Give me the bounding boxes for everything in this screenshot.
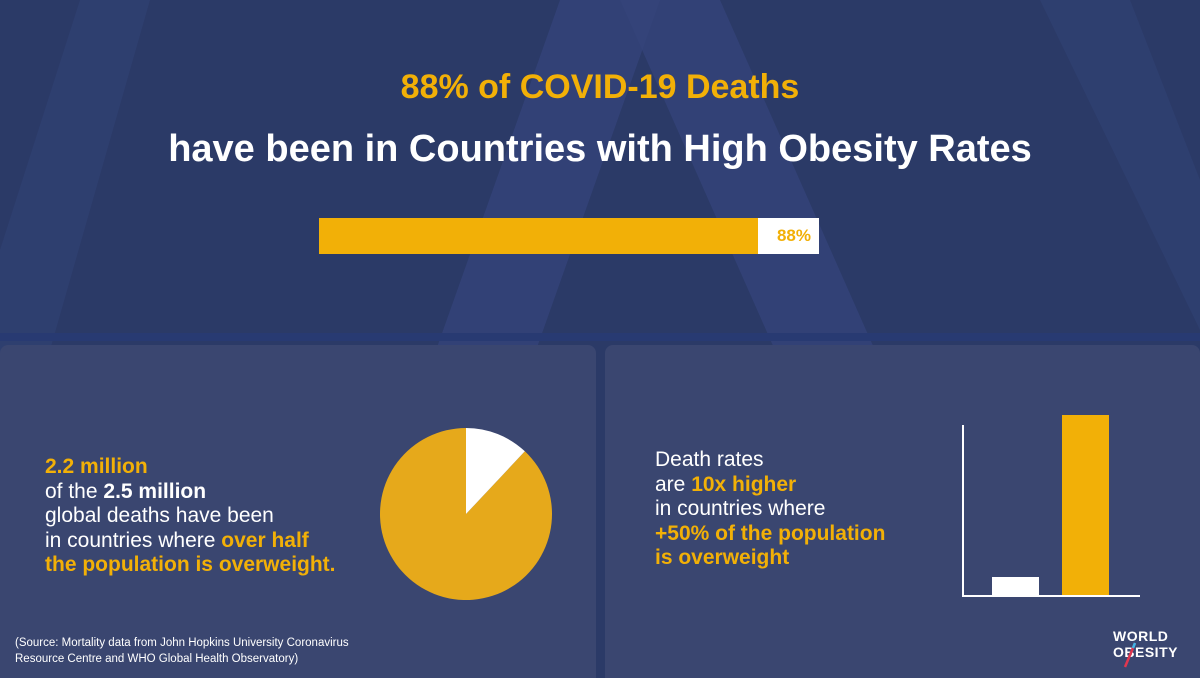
stat-line-2-text: of the <box>45 479 104 503</box>
stat-line-4-highlight: over half <box>221 528 309 552</box>
progress-label: 88% <box>776 226 811 245</box>
rate-line-2-text: are <box>655 472 692 496</box>
left-panel: 2.2 million of the 2.5 million global de… <box>0 345 596 678</box>
progress-bar-fill <box>319 218 758 254</box>
rate-line-1: Death rates <box>655 448 764 471</box>
right-panel: Death rates are 10x higher in countries … <box>605 345 1200 678</box>
pie-chart <box>380 428 552 600</box>
bar-chart <box>962 415 1140 597</box>
logo-slash-icon <box>1123 642 1137 668</box>
progress-bar: 88% <box>319 218 819 254</box>
bar-2 <box>1062 415 1109 595</box>
source-line-1: (Source: Mortality data from John Hopkin… <box>15 637 349 649</box>
stat-total: 2.5 million <box>103 479 207 503</box>
stat-line-4: in countries where over half <box>45 529 336 554</box>
stat-line-4-text: in countries where <box>45 528 222 552</box>
source-note: (Source: Mortality data from John Hopkin… <box>15 635 349 667</box>
stat-line-5: the population is overweight. <box>45 553 336 576</box>
logo-line-1: WORLD <box>1113 628 1169 644</box>
left-panel-text: 2.2 million of the 2.5 million global de… <box>45 455 336 578</box>
page-title: have been in Countries with High Obesity… <box>168 128 1032 170</box>
rate-line-3: in countries where <box>655 497 826 520</box>
rate-line-2: are 10x higher <box>655 473 885 498</box>
rate-line-5: is overweight <box>655 546 790 569</box>
stat-headline: 2.2 million <box>45 455 148 478</box>
bar-1 <box>992 577 1039 595</box>
right-panel-text: Death rates are 10x higher in countries … <box>655 448 885 571</box>
title-highlight: 88% of COVID-19 Deaths <box>400 68 800 106</box>
section-divider <box>0 333 1200 341</box>
stat-line-3: global deaths have been <box>45 504 274 527</box>
rate-line-4: +50% of the population <box>655 521 886 545</box>
world-obesity-logo: WORLD OBESITY <box>1113 628 1178 668</box>
pie-slice-2 <box>466 428 525 514</box>
source-line-2: Resource Centre and WHO Global Health Ob… <box>15 653 299 665</box>
stat-line-2: of the 2.5 million <box>45 480 336 505</box>
rate-multiplier: 10x higher <box>691 472 797 496</box>
